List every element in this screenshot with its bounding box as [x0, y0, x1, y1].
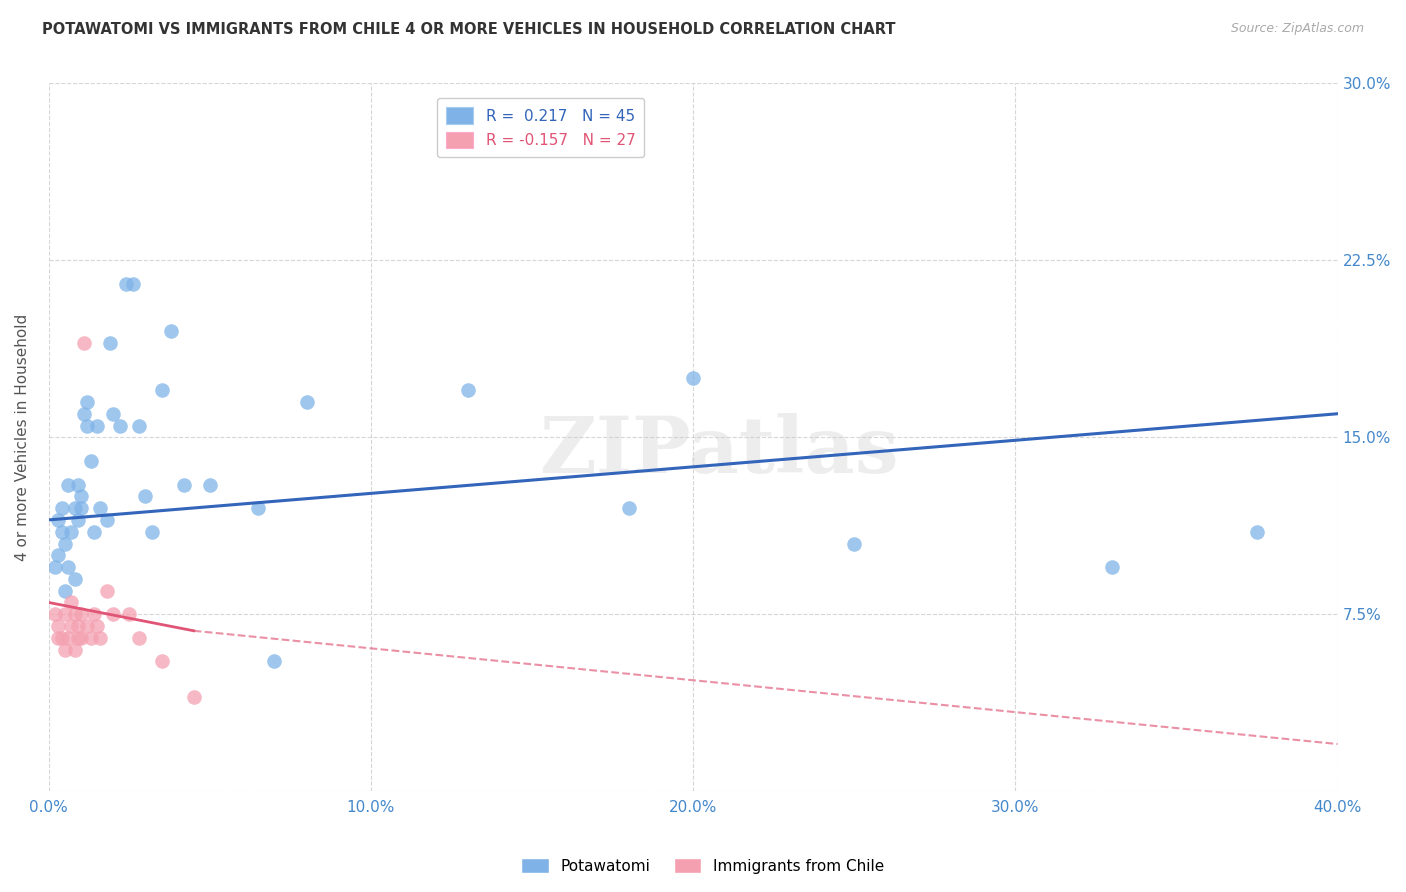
- Point: [66, 477, 89, 491]
- Point: [51, 501, 73, 516]
- Point: [79, 454, 101, 468]
- Point: [51, 631, 73, 645]
- Point: [118, 607, 141, 622]
- Legend: R =  0.217   N = 45, R = -0.157   N = 27: R = 0.217 N = 45, R = -0.157 N = 27: [437, 98, 644, 157]
- Point: [60, 524, 83, 539]
- Point: [150, 655, 173, 669]
- Point: [263, 655, 285, 669]
- Text: ZIPatlas: ZIPatlas: [538, 414, 898, 490]
- Point: [53, 642, 76, 657]
- Point: [682, 371, 704, 385]
- Point: [183, 690, 205, 704]
- Point: [70, 489, 93, 503]
- Text: POTAWATOMI VS IMMIGRANTS FROM CHILE 4 OR MORE VEHICLES IN HOUSEHOLD CORRELATION : POTAWATOMI VS IMMIGRANTS FROM CHILE 4 OR…: [42, 22, 896, 37]
- Point: [53, 607, 76, 622]
- Point: [128, 418, 150, 433]
- Point: [141, 524, 163, 539]
- Point: [83, 524, 105, 539]
- Point: [48, 549, 70, 563]
- Point: [70, 607, 93, 622]
- Point: [295, 395, 318, 409]
- Point: [86, 418, 108, 433]
- Point: [63, 607, 86, 622]
- Point: [76, 619, 98, 633]
- Point: [48, 631, 70, 645]
- Point: [86, 619, 108, 633]
- Point: [44, 560, 66, 574]
- Text: Source: ZipAtlas.com: Source: ZipAtlas.com: [1230, 22, 1364, 36]
- Point: [56, 560, 79, 574]
- Point: [96, 583, 118, 598]
- Point: [128, 631, 150, 645]
- Point: [617, 501, 640, 516]
- Point: [66, 513, 89, 527]
- Point: [56, 477, 79, 491]
- Point: [1246, 524, 1268, 539]
- Point: [89, 631, 111, 645]
- Point: [73, 407, 96, 421]
- Point: [103, 607, 125, 622]
- Point: [60, 619, 83, 633]
- Point: [48, 513, 70, 527]
- Point: [56, 631, 79, 645]
- Point: [844, 536, 866, 550]
- Point: [63, 501, 86, 516]
- Y-axis label: 4 or more Vehicles in Household: 4 or more Vehicles in Household: [15, 314, 30, 561]
- Point: [150, 383, 173, 397]
- Point: [53, 536, 76, 550]
- Point: [103, 407, 125, 421]
- Point: [121, 277, 143, 291]
- Point: [98, 335, 121, 350]
- Point: [51, 524, 73, 539]
- Point: [134, 489, 156, 503]
- Point: [63, 572, 86, 586]
- Point: [457, 383, 479, 397]
- Point: [63, 642, 86, 657]
- Point: [70, 501, 93, 516]
- Point: [70, 631, 93, 645]
- Point: [48, 619, 70, 633]
- Point: [89, 501, 111, 516]
- Point: [76, 418, 98, 433]
- Point: [66, 619, 89, 633]
- Point: [108, 418, 131, 433]
- Point: [79, 631, 101, 645]
- Point: [173, 477, 195, 491]
- Point: [160, 324, 183, 338]
- Point: [53, 583, 76, 598]
- Legend: Potawatomi, Immigrants from Chile: Potawatomi, Immigrants from Chile: [515, 852, 891, 880]
- Point: [66, 631, 89, 645]
- Point: [83, 607, 105, 622]
- Point: [247, 501, 270, 516]
- Point: [96, 513, 118, 527]
- Point: [73, 335, 96, 350]
- Point: [115, 277, 138, 291]
- Point: [44, 607, 66, 622]
- Point: [198, 477, 221, 491]
- Point: [76, 395, 98, 409]
- Point: [1101, 560, 1123, 574]
- Point: [60, 595, 83, 609]
